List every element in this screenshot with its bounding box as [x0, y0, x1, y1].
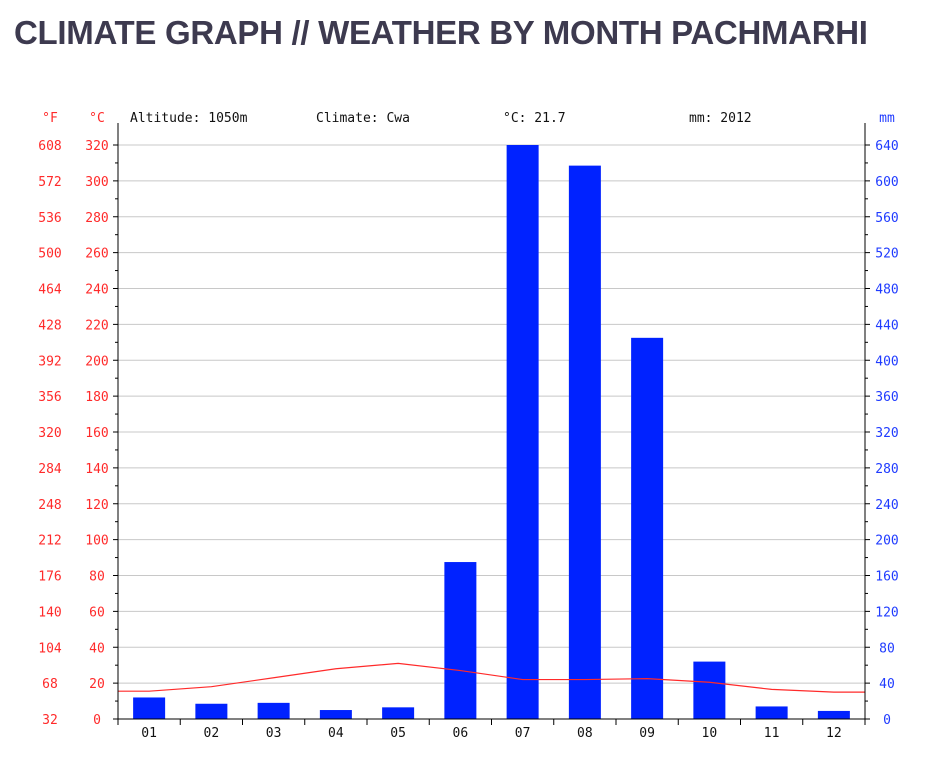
- precipitation-bar-01: [133, 697, 166, 719]
- info-altitude: Altitude: 1050m: [130, 111, 248, 126]
- tick-label-celsius: 160: [85, 426, 108, 441]
- tick-label-mm: 0: [883, 713, 891, 728]
- tick-label-mm: 240: [875, 498, 898, 513]
- tick-label-mm: 640: [875, 139, 898, 154]
- precipitation-bars: [133, 145, 850, 720]
- month-label: 05: [390, 726, 406, 741]
- tick-label-celsius: 300: [85, 175, 108, 190]
- tick-label-celsius: 260: [85, 247, 108, 262]
- precipitation-bar-12: [817, 710, 850, 719]
- tick-label-celsius: 140: [85, 462, 108, 477]
- tick-label-mm: 200: [875, 534, 898, 549]
- tick-label-fahrenheit: 68: [42, 677, 58, 692]
- month-label: 04: [328, 726, 344, 741]
- tick-label-celsius: 280: [85, 211, 108, 226]
- tick-label-mm: 600: [875, 175, 898, 190]
- precipitation-bar-05: [382, 707, 415, 719]
- tick-label-fahrenheit: 464: [38, 283, 62, 298]
- page-title: CLIMATE GRAPH // WEATHER BY MONTH PACHMA…: [14, 14, 868, 51]
- tick-label-celsius: 180: [85, 390, 108, 405]
- tick-label-mm: 80: [879, 641, 895, 656]
- tick-label-celsius: 80: [89, 570, 105, 585]
- tick-label-fahrenheit: 320: [38, 426, 61, 441]
- unit-mm: mm: [879, 111, 895, 126]
- month-label: 07: [515, 726, 531, 741]
- tick-label-fahrenheit: 248: [38, 498, 61, 513]
- precipitation-bar-02: [195, 703, 228, 719]
- tick-label-fahrenheit: 32: [42, 713, 58, 728]
- precipitation-bar-03: [257, 702, 290, 719]
- tick-label-celsius: 120: [85, 498, 108, 513]
- tick-label-celsius: 240: [85, 283, 108, 298]
- month-label: 01: [141, 726, 157, 741]
- tick-label-fahrenheit: 284: [38, 462, 62, 477]
- grid-lines: [118, 144, 865, 684]
- month-label: 02: [204, 726, 220, 741]
- tick-label-celsius: 320: [85, 139, 108, 154]
- month-label: 08: [577, 726, 593, 741]
- precipitation-bar-08: [568, 165, 601, 720]
- tick-label-mm: 360: [875, 390, 898, 405]
- tick-label-fahrenheit: 536: [38, 211, 61, 226]
- tick-label-celsius: 200: [85, 354, 108, 369]
- axes: [113, 123, 870, 725]
- tick-label-celsius: 100: [85, 534, 108, 549]
- month-label: 10: [702, 726, 718, 741]
- precipitation-bar-04: [319, 710, 352, 719]
- tick-label-mm: 160: [875, 570, 898, 585]
- month-label: 09: [639, 726, 655, 741]
- month-label: 11: [764, 726, 780, 741]
- temperature-line-group: [118, 662, 865, 693]
- info-climate: Climate: Cwa: [316, 111, 410, 126]
- temperature-line: [118, 662, 865, 693]
- tick-label-celsius: 220: [85, 318, 108, 333]
- month-label: 03: [266, 726, 282, 741]
- tick-label-mm: 400: [875, 354, 898, 369]
- tick-label-fahrenheit: 356: [38, 390, 61, 405]
- month-label: 12: [826, 726, 842, 741]
- tick-label-mm: 40: [879, 677, 895, 692]
- tick-label-mm: 320: [875, 426, 898, 441]
- info-precip-total: mm: 2012: [689, 111, 752, 126]
- unit-fahrenheit: °F: [42, 111, 58, 126]
- info-avg-temp: °C: 21.7: [503, 111, 566, 126]
- tick-label-fahrenheit: 176: [38, 570, 61, 585]
- tick-label-mm: 480: [875, 283, 898, 298]
- tick-label-fahrenheit: 392: [38, 354, 61, 369]
- tick-label-celsius: 40: [89, 641, 105, 656]
- month-label: 06: [453, 726, 469, 741]
- tick-label-fahrenheit: 140: [38, 605, 61, 620]
- tick-label-fahrenheit: 212: [38, 534, 61, 549]
- tick-label-mm: 120: [875, 605, 898, 620]
- tick-label-mm: 520: [875, 247, 898, 262]
- unit-celsius: °C: [89, 111, 105, 126]
- tick-label-mm: 440: [875, 318, 898, 333]
- tick-label-fahrenheit: 500: [38, 247, 61, 262]
- tick-label-mm: 280: [875, 462, 898, 477]
- tick-label-fahrenheit: 608: [38, 139, 61, 154]
- tick-label-celsius: 0: [93, 713, 101, 728]
- tick-label-mm: 560: [875, 211, 898, 226]
- tick-label-fahrenheit: 428: [38, 318, 61, 333]
- tick-label-fahrenheit: 572: [38, 175, 61, 190]
- precipitation-bar-09: [631, 337, 664, 719]
- precipitation-bar-06: [444, 562, 477, 719]
- precipitation-bar-07: [506, 145, 539, 719]
- precipitation-bar-11: [755, 706, 788, 719]
- tick-label-celsius: 20: [89, 677, 105, 692]
- tick-label-celsius: 60: [89, 605, 105, 620]
- precipitation-bar-10: [693, 661, 726, 719]
- tick-label-fahrenheit: 104: [38, 641, 62, 656]
